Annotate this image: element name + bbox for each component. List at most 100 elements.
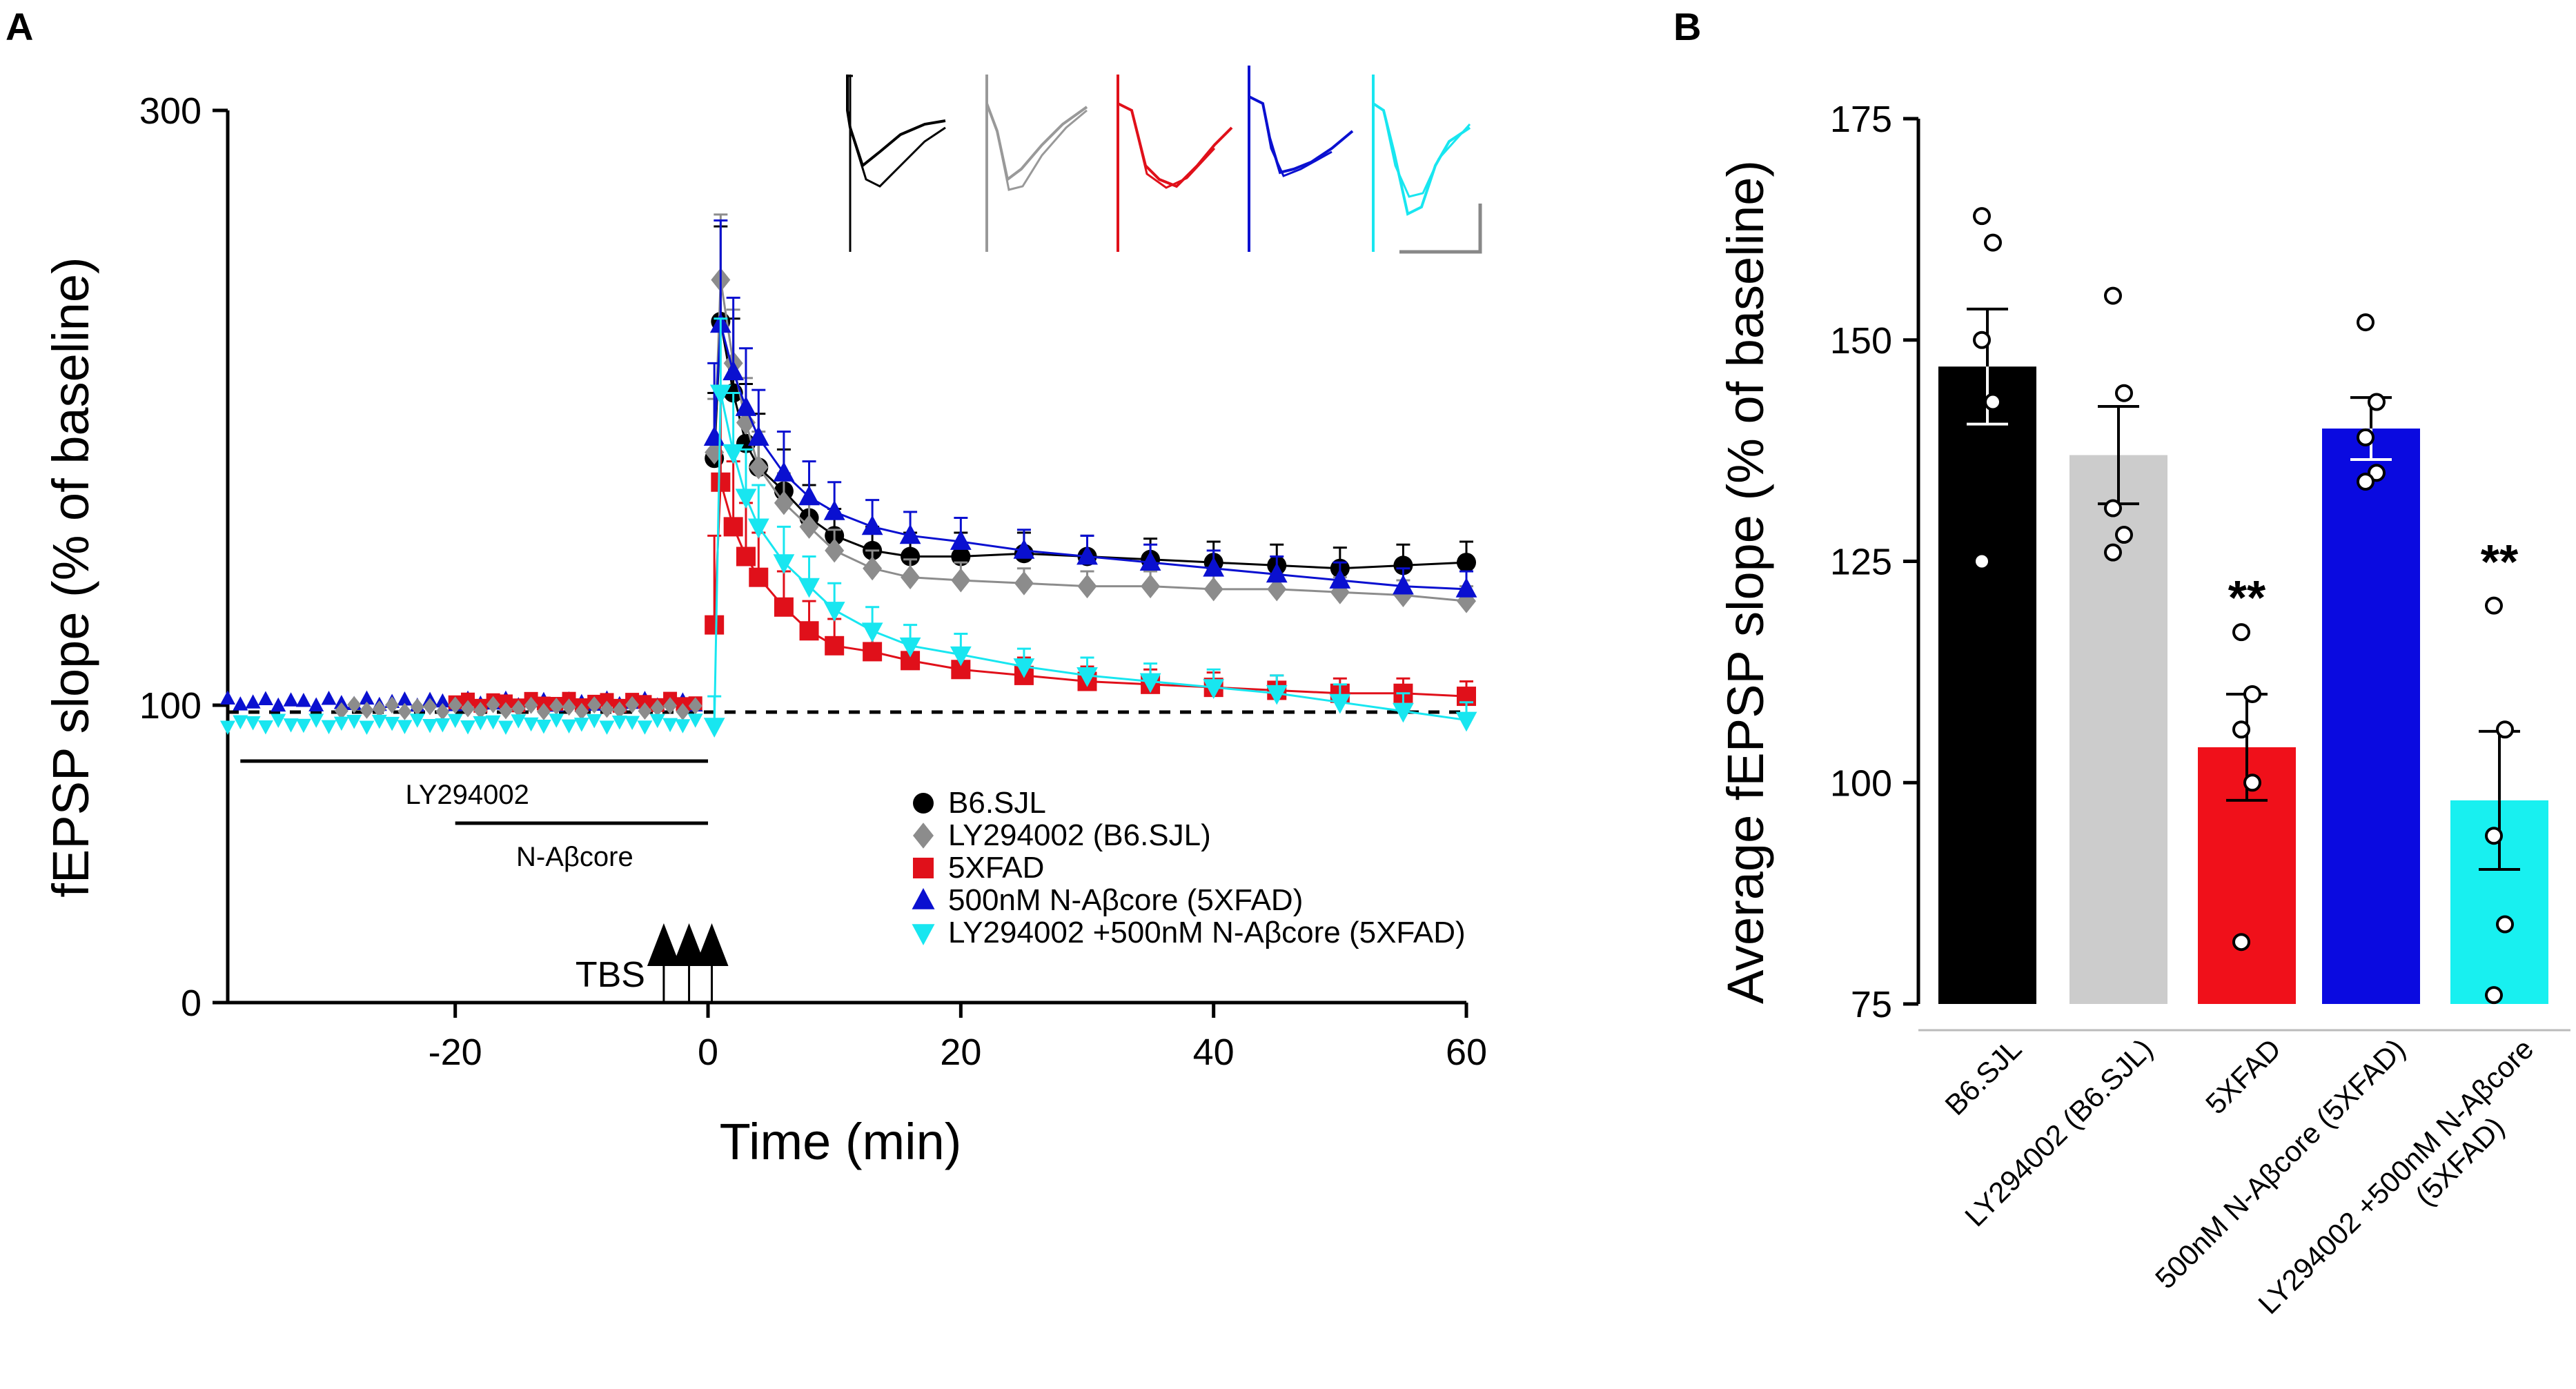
legend-marker	[913, 793, 934, 814]
individual-point	[2115, 384, 2133, 402]
baseline-marker	[611, 716, 627, 730]
data-point	[773, 462, 795, 482]
data-point	[747, 518, 769, 539]
data-point	[1013, 539, 1035, 559]
series-0	[705, 225, 1476, 578]
legend-label: 500nM N-Aβcore (5XFAD)	[948, 883, 1303, 917]
data-point	[799, 621, 819, 641]
baseline-marker	[524, 696, 538, 714]
baseline-marker	[448, 696, 462, 714]
data-point	[863, 642, 883, 662]
category-label-group: 5XFAD	[2199, 1032, 2287, 1120]
data-point	[823, 602, 845, 622]
individual-point	[1984, 233, 2002, 252]
data-point	[749, 567, 769, 587]
panel-b-bar-chart: 75 100 125 150 175 Average fEPSP slope (% of …	[1717, 99, 2570, 1320]
trace-cyan-post	[1382, 110, 1471, 198]
category-label: 500nM N-Aβcore (5XFAD)	[2149, 1032, 2411, 1294]
individual-point	[2232, 720, 2250, 739]
data-point	[863, 556, 883, 581]
data-point	[735, 489, 757, 509]
data-point	[1013, 658, 1035, 678]
data-point	[773, 554, 795, 574]
data-point	[1329, 569, 1351, 589]
legend-marker	[912, 888, 935, 909]
baseline-marker	[625, 716, 640, 730]
baseline-marker	[676, 702, 690, 720]
baseline-marker	[321, 720, 337, 735]
legend-label: LY294002 (B6.SJL)	[948, 818, 1211, 852]
y-tick-label: 75	[1851, 984, 1892, 1025]
individual-point	[2104, 543, 2122, 562]
individual-point	[2357, 473, 2375, 491]
baseline-marker	[638, 702, 652, 720]
baseline-marker	[410, 698, 424, 716]
data-point	[901, 546, 921, 567]
data-point	[1139, 551, 1161, 571]
baseline-marker	[549, 698, 564, 716]
data-point	[703, 718, 725, 738]
baseline-marker	[562, 698, 576, 716]
data-point	[1266, 562, 1288, 583]
bar-3	[2322, 428, 2420, 1004]
data-point	[825, 636, 845, 656]
baseline-marker	[385, 696, 400, 714]
category-label-group: LY294002 +500nM N-Aβcore(5XFAD)	[2252, 1032, 2539, 1320]
baseline-marker	[461, 700, 475, 718]
baseline-marker	[422, 718, 438, 733]
data-point	[1457, 553, 1476, 573]
individual-point	[2368, 393, 2386, 411]
inset-traces	[846, 66, 1482, 254]
individual-point	[2104, 286, 2122, 305]
significance-marker: **	[2481, 535, 2519, 589]
baseline-marker	[549, 713, 564, 728]
y-tick-label: 125	[1830, 542, 1892, 583]
baseline-marker	[573, 718, 589, 732]
trace-5xfad-post	[1130, 110, 1216, 189]
data-point	[861, 622, 883, 643]
baseline-marker	[498, 702, 513, 720]
data-point	[774, 491, 794, 515]
y-tick-label: 150	[1830, 320, 1892, 362]
x-tick-label: 60	[1446, 1032, 1487, 1073]
data-point	[735, 396, 757, 416]
legend-label: 5XFAD	[948, 851, 1044, 885]
baseline-marker	[233, 715, 248, 730]
baseline-marker	[359, 720, 375, 736]
baseline-marker	[498, 694, 513, 709]
data-point	[1455, 578, 1477, 598]
data-point	[709, 384, 731, 405]
category-label-group: B6.SJL	[1938, 1032, 2027, 1121]
category-label: B6.SJL	[1938, 1032, 2027, 1121]
trace-b6sjl-artifact	[846, 75, 853, 252]
baseline-marker	[600, 693, 614, 707]
x-tick-label: 40	[1193, 1032, 1235, 1073]
data-point	[722, 360, 745, 381]
baseline-marker	[473, 702, 488, 720]
data-point	[861, 515, 883, 535]
trace-b6sjl	[846, 75, 946, 168]
baseline-marker	[599, 720, 615, 735]
data-point	[774, 597, 794, 617]
drug-label-2: N-Aβcore	[516, 842, 633, 872]
category-label: LY294002 +500nM N-Aβcore	[2252, 1032, 2539, 1320]
baseline-marker	[257, 720, 273, 735]
y-tick-label: 0	[181, 983, 201, 1024]
trace-b6sjl-post	[849, 126, 946, 188]
data-point	[722, 444, 745, 464]
baseline-marker	[271, 713, 286, 729]
individual-point	[2496, 915, 2514, 934]
data-point	[1076, 667, 1098, 687]
data-point	[1203, 577, 1223, 602]
baseline-marker	[625, 696, 640, 713]
baseline-marker	[308, 713, 324, 728]
baseline-marker	[637, 720, 653, 735]
trace-5xfad	[1117, 75, 1233, 252]
baseline-marker	[384, 716, 400, 731]
panel-a-line-chart: 0 100 300 -20 0 20 40 60 Time (min) fEPSP slope (…	[42, 66, 1487, 1170]
baseline-marker	[360, 701, 374, 719]
baseline-marker	[397, 720, 413, 735]
data-point	[711, 472, 731, 492]
baseline-marker	[295, 692, 311, 707]
